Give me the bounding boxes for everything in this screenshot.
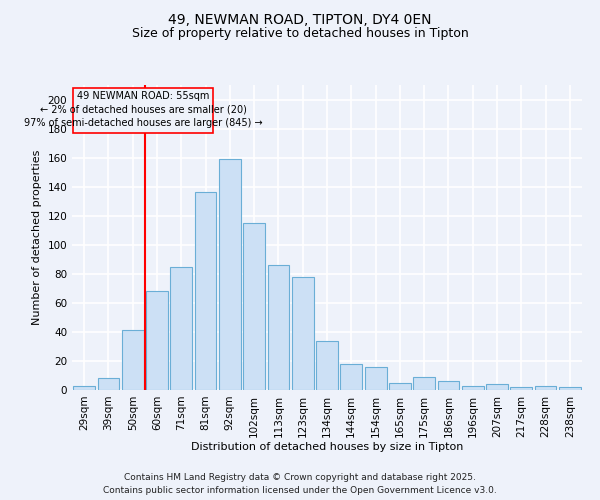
- Bar: [194, 192, 217, 390]
- Bar: [535, 386, 556, 390]
- Text: 97% of semi-detached houses are larger (845) →: 97% of semi-detached houses are larger (…: [24, 118, 262, 128]
- Bar: [268, 265, 289, 390]
- Text: 49 NEWMAN ROAD: 55sqm: 49 NEWMAN ROAD: 55sqm: [77, 91, 209, 101]
- Text: 49, NEWMAN ROAD, TIPTON, DY4 0EN: 49, NEWMAN ROAD, TIPTON, DY4 0EN: [168, 12, 432, 26]
- Bar: [559, 387, 581, 390]
- Bar: [292, 276, 314, 390]
- Bar: [243, 223, 265, 390]
- Bar: [389, 382, 411, 390]
- Bar: [170, 266, 192, 390]
- Bar: [219, 159, 241, 390]
- Bar: [73, 386, 95, 390]
- Bar: [340, 364, 362, 390]
- Bar: [146, 291, 168, 390]
- Bar: [73, 88, 213, 133]
- Text: Contains HM Land Registry data © Crown copyright and database right 2025.
Contai: Contains HM Land Registry data © Crown c…: [103, 473, 497, 495]
- Bar: [413, 377, 435, 390]
- Y-axis label: Number of detached properties: Number of detached properties: [32, 150, 42, 325]
- Text: Size of property relative to detached houses in Tipton: Size of property relative to detached ho…: [131, 28, 469, 40]
- Bar: [462, 386, 484, 390]
- Bar: [122, 330, 143, 390]
- Text: Distribution of detached houses by size in Tipton: Distribution of detached houses by size …: [191, 442, 463, 452]
- Bar: [437, 382, 460, 390]
- Bar: [97, 378, 119, 390]
- Text: ← 2% of detached houses are smaller (20): ← 2% of detached houses are smaller (20): [40, 104, 247, 115]
- Bar: [365, 367, 386, 390]
- Bar: [511, 387, 532, 390]
- Bar: [486, 384, 508, 390]
- Bar: [316, 340, 338, 390]
